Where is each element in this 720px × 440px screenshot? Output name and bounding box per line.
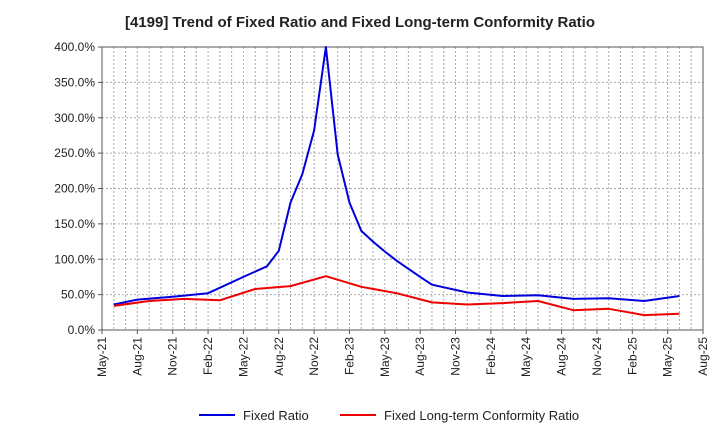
legend-label-fixed-long-term-conformity-ratio: Fixed Long-term Conformity Ratio [384, 407, 580, 423]
y-tick-label: 50.0% [61, 288, 95, 302]
x-tick-label: Nov-22 [307, 337, 321, 376]
series-lines [113, 46, 680, 317]
legend-label-fixed-ratio: Fixed Ratio [243, 407, 309, 423]
x-tick-label: May-21 [95, 337, 109, 377]
series-line-1 [113, 275, 680, 317]
x-tick-label: Aug-24 [555, 337, 569, 376]
y-tick-label: 150.0% [54, 217, 95, 231]
x-tick-label: Aug-21 [130, 337, 144, 376]
legend-swatch-fixed-ratio [199, 414, 235, 416]
y-tick-label: 400.0% [54, 40, 95, 54]
x-tick-label: Nov-24 [590, 337, 604, 376]
y-tick-label: 100.0% [54, 252, 95, 266]
x-tick-label: May-25 [661, 337, 675, 377]
x-tick-label: Feb-24 [484, 337, 498, 375]
x-tick-label: Nov-21 [166, 337, 180, 376]
grid-lines [101, 46, 704, 331]
y-tick-label: 350.0% [54, 75, 95, 89]
y-tick-label: 200.0% [54, 182, 95, 196]
x-tick-label: May-24 [519, 337, 533, 377]
series-line-0 [113, 46, 680, 306]
legend-item-fixed-long-term-conformity-ratio: Fixed Long-term Conformity Ratio [340, 404, 579, 426]
legend: Fixed Ratio Fixed Long-term Conformity R… [0, 404, 720, 426]
x-tick-label: Nov-23 [449, 337, 463, 376]
legend-item-fixed-ratio: Fixed Ratio [199, 404, 309, 426]
x-tick-label: Feb-25 [625, 337, 639, 375]
x-tick-label: Aug-22 [272, 337, 286, 376]
x-axis: May-21 Aug-21 Nov-21 Feb-22 May-22 Aug-22 Nov-… [95, 330, 710, 377]
x-tick-label: Feb-23 [342, 337, 356, 375]
y-tick-label: 250.0% [54, 146, 95, 160]
y-axis: 0.0% 50.0% 100.0% 150.0% 200.0% 250.0% 300.0% 3… [54, 40, 102, 337]
x-tick-label: Aug-25 [696, 337, 710, 376]
x-tick-label: Feb-22 [201, 337, 215, 375]
chart-title: [4199] Trend of Fixed Ratio and Fixed Lo… [124, 14, 596, 31]
x-tick-label: May-23 [378, 337, 392, 377]
y-tick-label: 300.0% [54, 111, 95, 125]
legend-swatch-fixed-long-term-conformity-ratio [340, 414, 376, 416]
x-tick-label: Aug-23 [413, 337, 427, 376]
y-tick-label: 0.0% [68, 323, 96, 337]
x-tick-label: May-22 [236, 337, 250, 377]
